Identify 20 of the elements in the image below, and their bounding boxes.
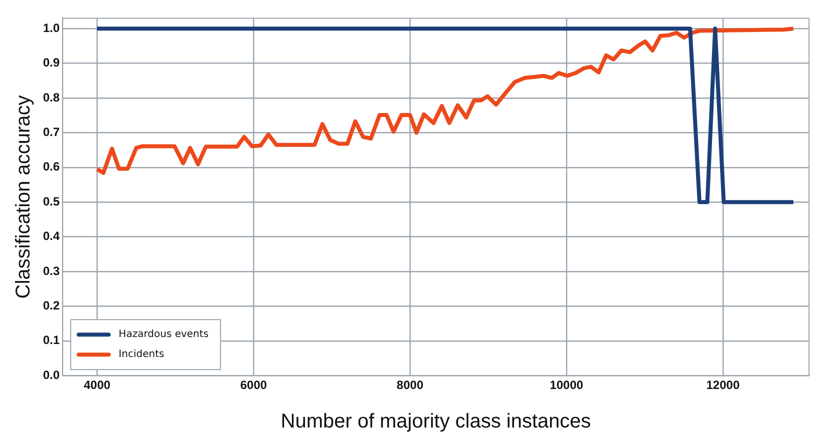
x-tick-label: 6000 bbox=[240, 378, 268, 392]
legend-label: Hazardous events bbox=[118, 329, 209, 340]
y-tick-label: 0.2 bbox=[42, 298, 60, 313]
y-tick-label: 0.0 bbox=[42, 368, 60, 382]
y-tick-label: 0.4 bbox=[42, 229, 60, 244]
y-tick-label: 0.1 bbox=[42, 333, 60, 348]
y-tick-label: 0.8 bbox=[42, 90, 60, 104]
x-tick-label: 12000 bbox=[706, 378, 740, 392]
x-axis-title: Number of majority class instances bbox=[280, 410, 591, 433]
y-tick-label: 1.0 bbox=[42, 20, 60, 35]
legend-label: Incidents bbox=[118, 349, 164, 360]
x-tick-label: 10000 bbox=[550, 378, 584, 392]
y-tick-label: 0.7 bbox=[42, 125, 60, 140]
y-axis-title: Classification accuracy bbox=[12, 95, 35, 299]
y-tick-label: 0.3 bbox=[42, 264, 60, 278]
y-tick-label: 0.9 bbox=[42, 56, 60, 70]
y-tick-label: 0.5 bbox=[42, 194, 60, 208]
x-tick-label: 4000 bbox=[84, 378, 111, 392]
y-tick-label: 0.6 bbox=[42, 160, 60, 174]
x-tick-label: 8000 bbox=[396, 378, 424, 392]
